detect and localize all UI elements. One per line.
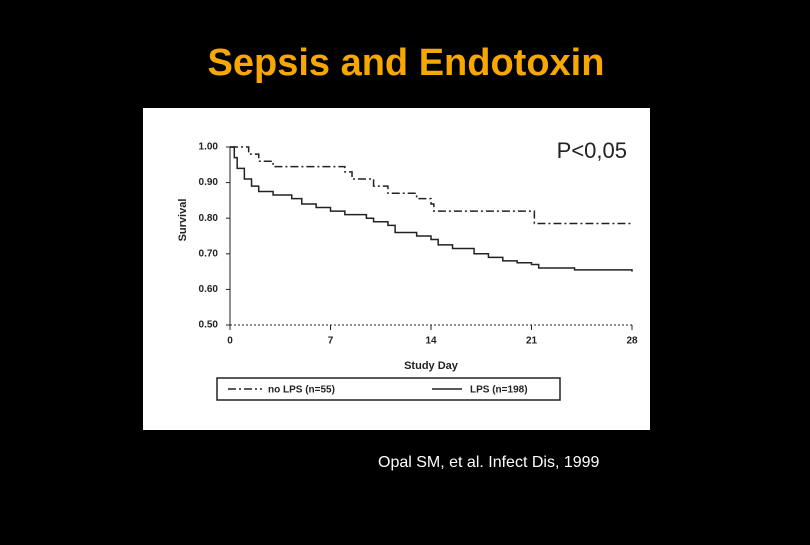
- y-tick-label: 0.80: [199, 213, 219, 224]
- x-tick-label: 0: [227, 336, 233, 347]
- annotation: P<0,05: [557, 138, 627, 163]
- legend-box: [216, 377, 561, 401]
- slide-title: Sepsis and Endotoxin: [208, 42, 605, 84]
- x-axis-label: Study Day: [404, 360, 459, 372]
- x-tick-label: 28: [626, 336, 638, 347]
- y-tick-label: 0.50: [199, 320, 219, 331]
- survival-curve: [230, 146, 633, 272]
- x-tick-label: 21: [526, 336, 538, 347]
- chart-panel: [143, 108, 650, 430]
- y-tick-label: 0.60: [199, 284, 219, 295]
- citation: Opal SM, et al. Infect Dis, 1999: [378, 454, 600, 471]
- legend-label: no LPS (n=55): [268, 385, 335, 396]
- y-tick-label: 0.90: [199, 177, 219, 188]
- y-tick-label: 0.70: [199, 248, 219, 259]
- y-tick-label: 1.00: [199, 142, 219, 153]
- x-tick-label: 7: [328, 336, 334, 347]
- x-tick-label: 14: [425, 336, 437, 347]
- survival-curve: [230, 146, 632, 225]
- y-axis-label: Survival: [177, 199, 189, 242]
- legend-label: LPS (n=198): [470, 385, 528, 396]
